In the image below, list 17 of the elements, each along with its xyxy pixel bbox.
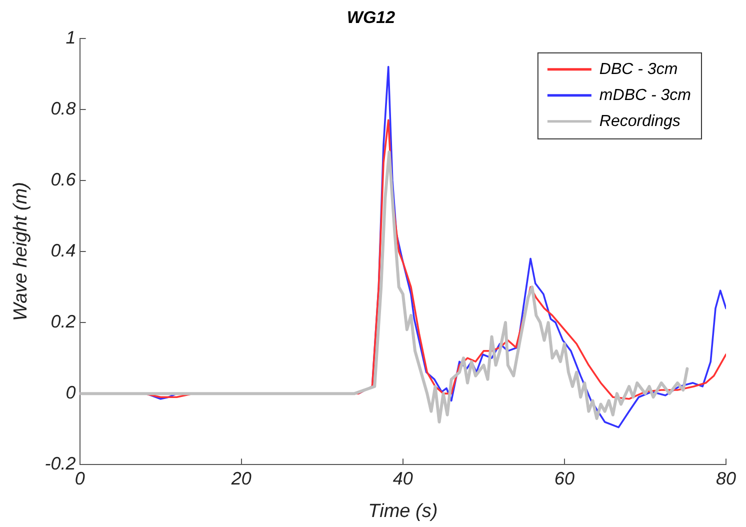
y-axis-title: Wave height (m) xyxy=(10,182,32,322)
y-tick-label: 0 xyxy=(66,382,76,403)
y-tick-label: 0.4 xyxy=(50,240,76,260)
legend-label: DBC - 3cm xyxy=(599,60,678,78)
y-tick-label: 0.2 xyxy=(50,312,76,332)
chart-title: WG12 xyxy=(346,8,396,27)
legend-label: Recordings xyxy=(599,112,680,130)
y-tick-label: 1 xyxy=(66,27,76,48)
x-tick-label: 20 xyxy=(230,468,252,488)
legend-label: mDBC - 3cm xyxy=(599,86,691,104)
y-tick-label: 0.8 xyxy=(50,98,76,118)
x-axis-title: Time (s) xyxy=(368,500,438,522)
x-tick-label: 80 xyxy=(716,468,736,488)
x-tick-label: 40 xyxy=(392,468,413,488)
y-tick-label: -0.2 xyxy=(44,454,76,474)
y-tick-label: 0.6 xyxy=(50,169,77,190)
x-tick-label: 60 xyxy=(554,468,574,488)
